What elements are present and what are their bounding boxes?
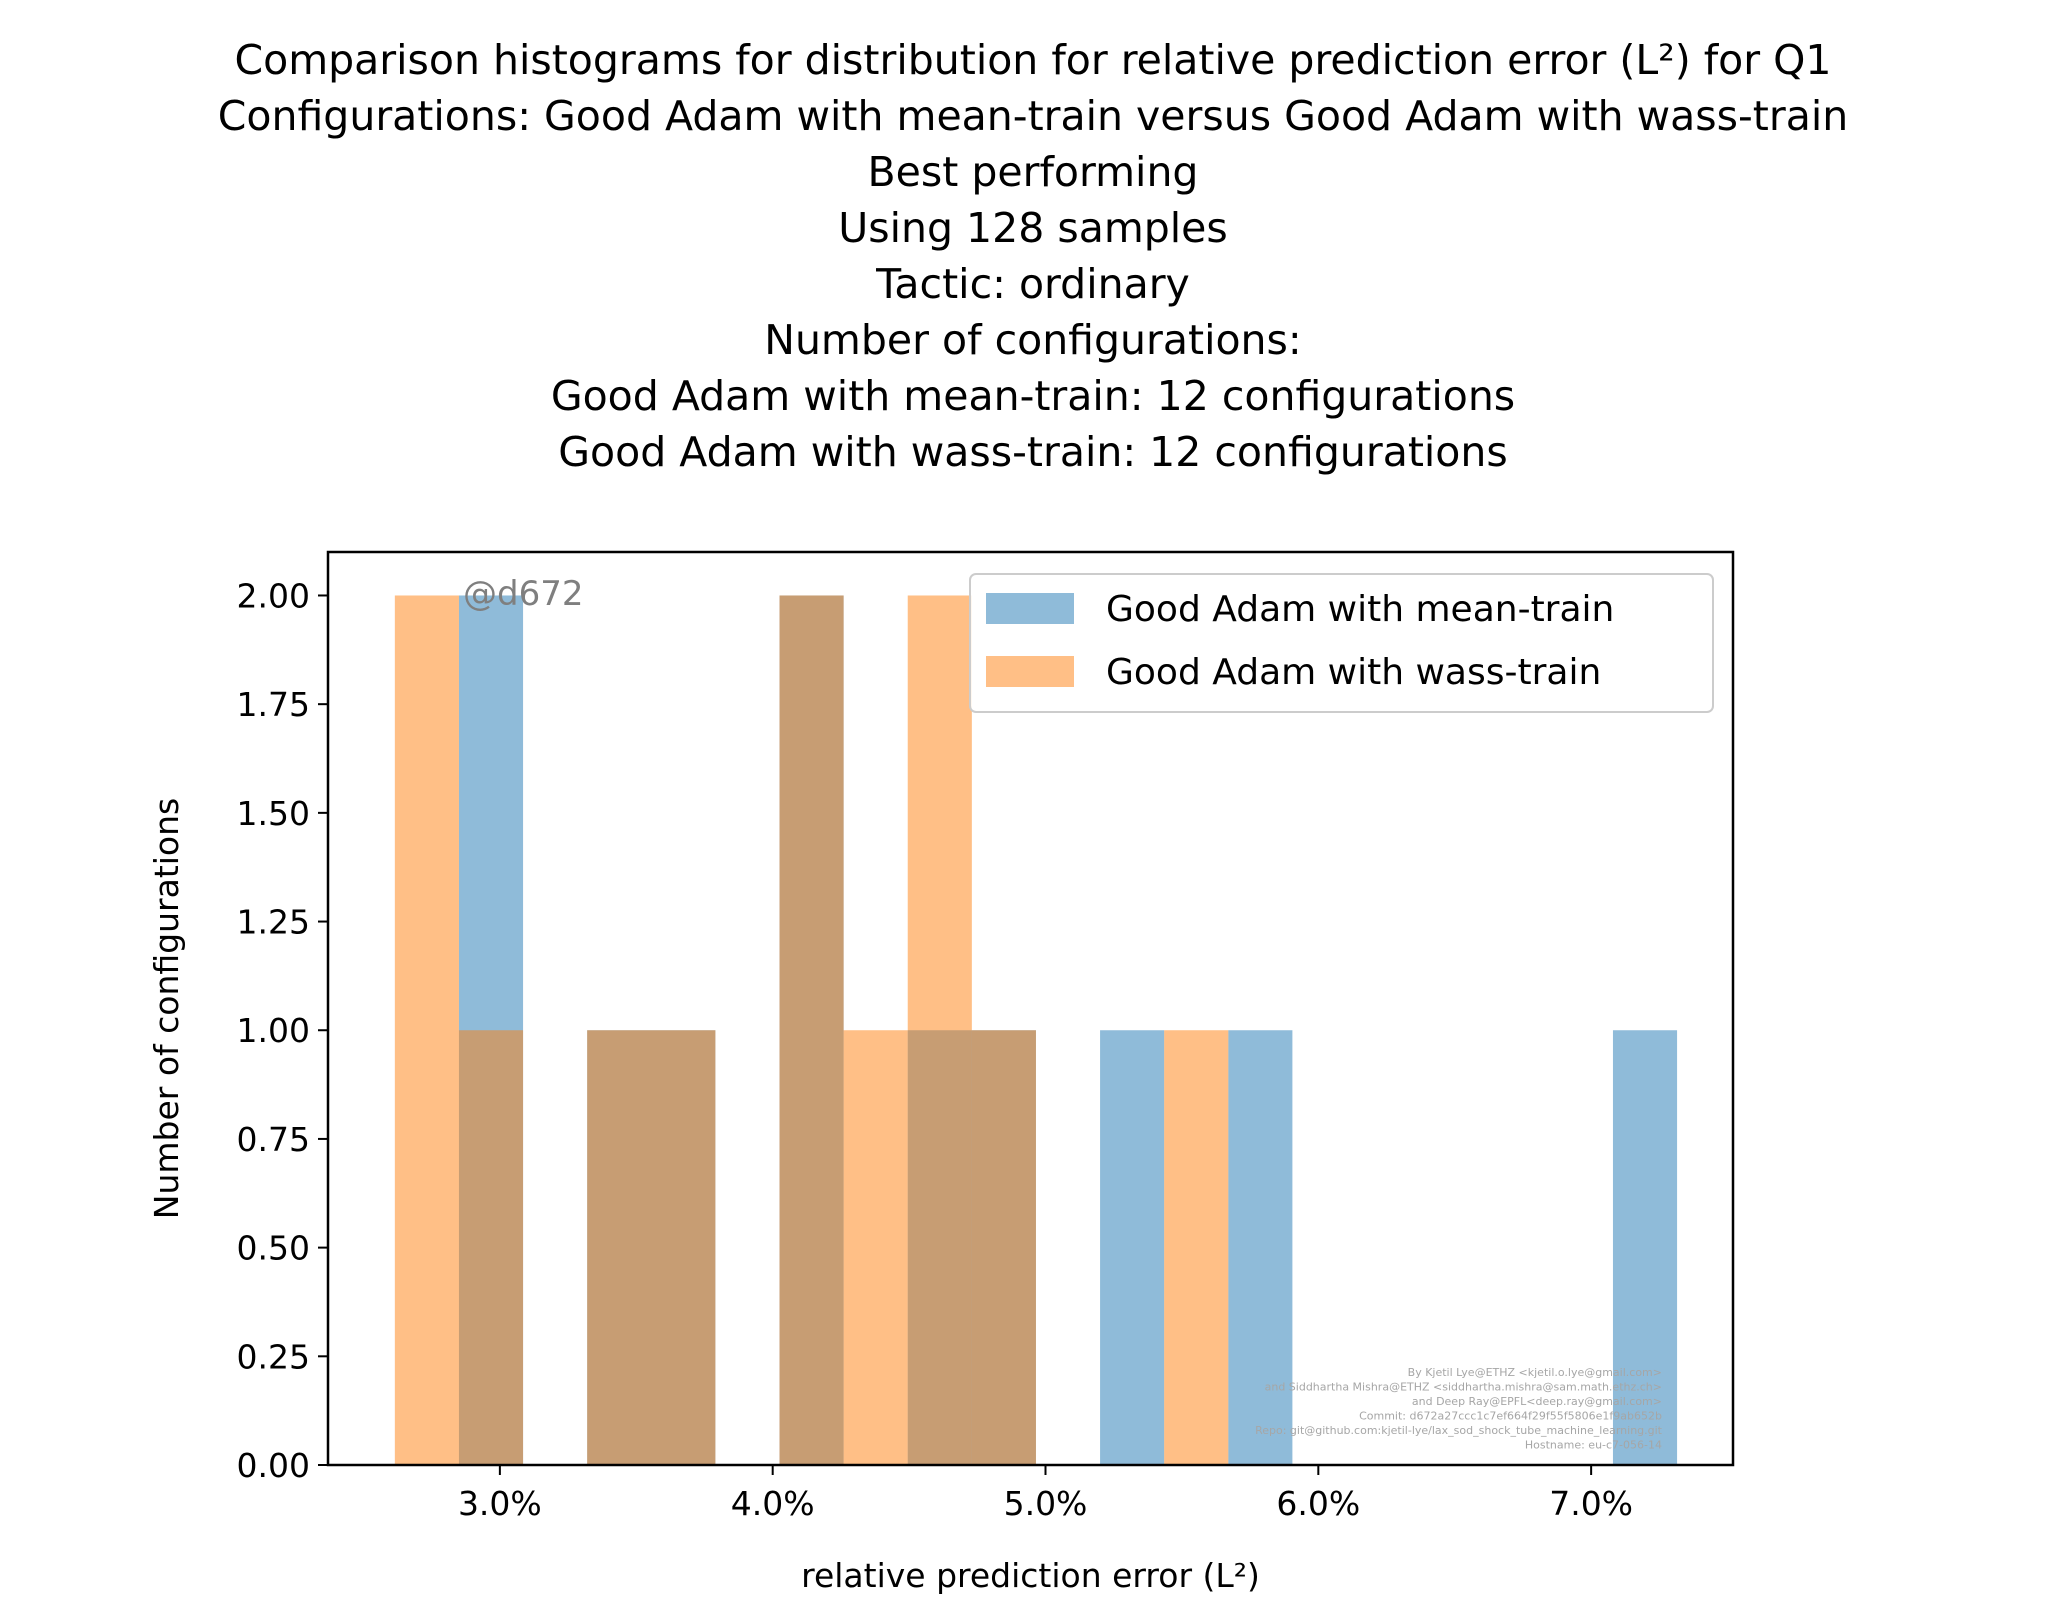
legend: Good Adam with mean-train Good Adam with …	[969, 573, 1714, 713]
credit-text: By Kjetil Lye@ETHZ <kjetil.o.lye@gmail.c…	[1255, 1366, 1663, 1452]
x-tick-label: 6.0%	[1276, 1484, 1360, 1523]
credit-line: and Siddhartha Mishra@ETHZ <siddhartha.m…	[1265, 1381, 1662, 1394]
histogram-bar-series-2-bin-2	[458, 1030, 524, 1465]
chart-title-line: Using 128 samples	[838, 204, 1228, 252]
legend-swatch	[986, 593, 1074, 624]
y-tick-label: 0.50	[237, 1229, 310, 1268]
credit-line: Repo: git@github.com:kjetil-lye/lax_sod_…	[1255, 1424, 1663, 1437]
histogram-bar-series-2-bin-4	[779, 595, 844, 1465]
credit-line: Hostname: eu-c7-056-14	[1525, 1439, 1662, 1452]
legend-box	[969, 573, 1714, 713]
chart-title-line: Good Adam with mean-train: 12 configurat…	[551, 372, 1515, 420]
y-tick-label: 2.00	[237, 576, 310, 615]
x-axis-label: relative prediction error (L²)	[801, 1556, 1260, 1595]
histogram-bar-series-2-bin-5	[843, 1030, 908, 1465]
chart-title-line: Configurations: Good Adam with mean-trai…	[218, 92, 1848, 140]
histogram-bar-series-2-bin-3	[587, 1030, 716, 1465]
x-tick-label: 5.0%	[1004, 1484, 1088, 1523]
legend-label: Good Adam with mean-train	[1106, 589, 1614, 630]
histogram-bar-series-2-bin-6	[907, 595, 972, 1465]
credit-line: and Deep Ray@EPFL<deep.ray@gmail.com>	[1412, 1395, 1662, 1408]
commit-annotation: @d672	[463, 574, 583, 614]
x-tick-label: 4.0%	[731, 1484, 815, 1523]
histogram-bar-series-2-bin-8	[1164, 1030, 1229, 1465]
y-tick-label: 0.75	[237, 1120, 310, 1159]
histogram-bar-series-1-bin-7	[1612, 1030, 1678, 1465]
y-tick-label: 1.50	[237, 794, 310, 833]
x-axis-ticks: 3.0% 4.0% 5.0% 6.0% 7.0%	[458, 1465, 1633, 1523]
chart-title-line: Best performing	[868, 148, 1199, 196]
x-tick-label: 3.0%	[458, 1484, 542, 1523]
credit-line: By Kjetil Lye@ETHZ <kjetil.o.lye@gmail.c…	[1408, 1366, 1662, 1379]
y-axis-label: Number of configurations	[147, 798, 186, 1219]
y-tick-label: 0.25	[237, 1337, 310, 1376]
plot-frame	[326, 550, 1735, 1467]
chart-title: Comparison histograms for distribution f…	[218, 36, 1848, 476]
chart-title-line: Tactic: ordinary	[875, 260, 1190, 308]
y-tick-label: 1.75	[237, 685, 310, 724]
histogram-bar-series-2-bin-1	[394, 595, 459, 1465]
chart-title-line: Number of configurations:	[764, 316, 1301, 364]
legend-swatch	[986, 656, 1074, 687]
y-tick-label: 0.00	[237, 1446, 310, 1485]
y-tick-label: 1.00	[237, 1011, 310, 1050]
credit-line: Commit: d672a27ccc1c7ef664f29f55f5806e1f…	[1359, 1410, 1662, 1423]
y-tick-label: 1.25	[237, 903, 310, 942]
legend-label: Good Adam with wass-train	[1106, 652, 1601, 693]
histogram-bars	[394, 595, 1678, 1465]
histogram-bar-series-1-bin-6	[1228, 1030, 1293, 1465]
chart-title-line: Comparison histograms for distribution f…	[234, 36, 1831, 84]
x-tick-label: 7.0%	[1549, 1484, 1633, 1523]
chart-title-line: Good Adam with wass-train: 12 configurat…	[558, 428, 1507, 476]
histogram-bar-series-1-bin-5	[1100, 1030, 1165, 1465]
y-axis-ticks: 0.00 0.25 0.50 0.75 1.00 1.25 1.50 1.75 2.00	[237, 576, 328, 1485]
histogram-bar-series-2-bin-7	[971, 1030, 1036, 1465]
